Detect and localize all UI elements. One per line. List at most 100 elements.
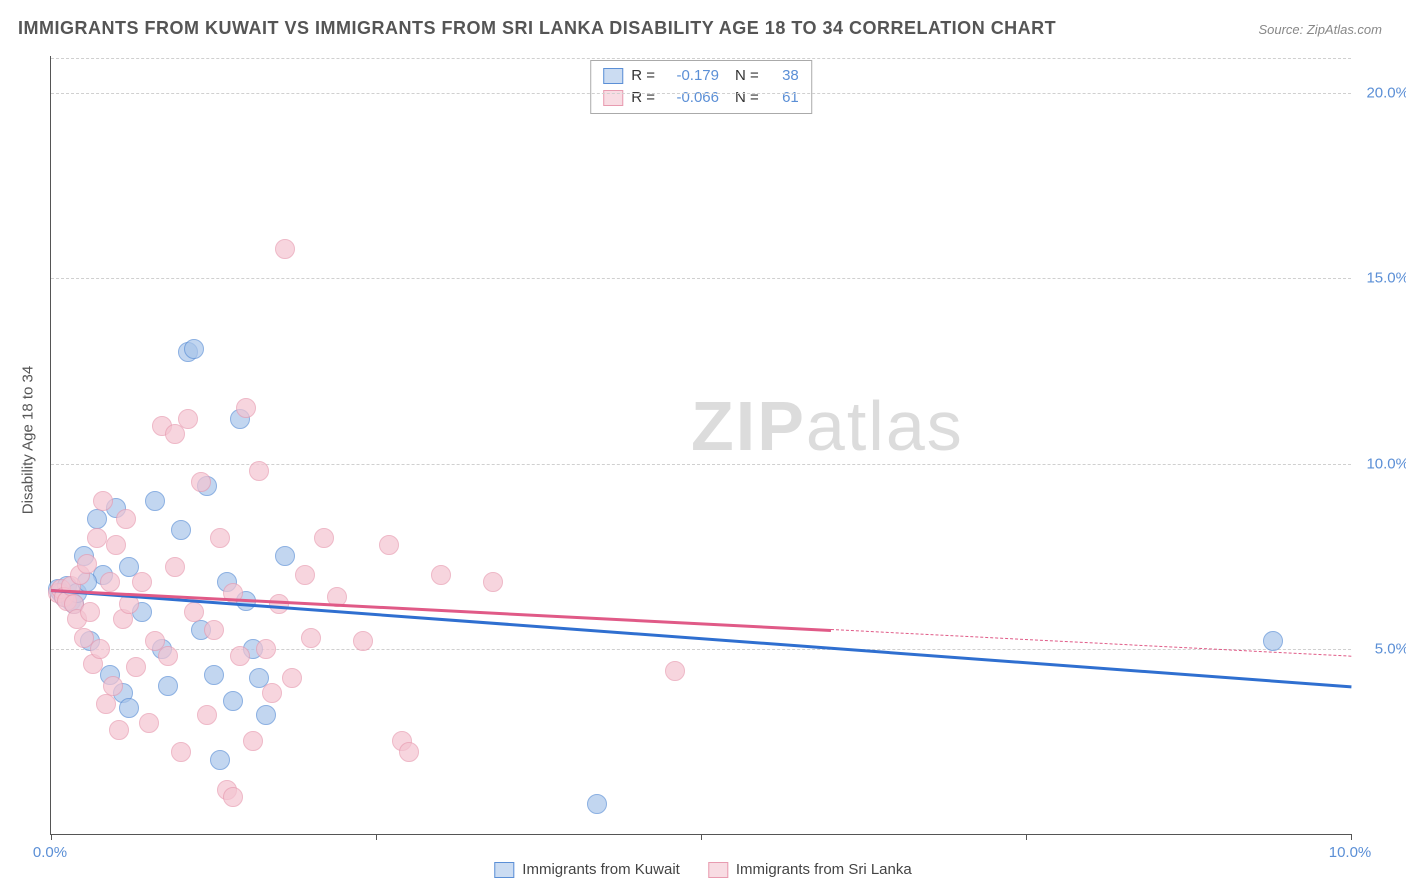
stat-r-value: -0.179 [663,65,719,87]
x-tick-label: 0.0% [33,844,67,861]
stats-row-kuwait: R = -0.179 N = 38 [603,65,799,87]
stat-n-label: N = [735,65,759,87]
data-point-kuwait [145,491,165,511]
data-point-kuwait [1263,631,1283,651]
x-tick [376,834,377,840]
data-point-srilanka [106,535,126,555]
data-point-srilanka [165,424,185,444]
x-tick [1026,834,1027,840]
data-point-srilanka [249,461,269,481]
swatch-kuwait [603,68,623,84]
stat-n-value: 61 [767,87,799,109]
y-tick-label: 15.0% [1366,270,1406,287]
data-point-srilanka [282,668,302,688]
stat-r-label: R = [631,87,655,109]
legend-item-srilanka: Immigrants from Sri Lanka [708,861,912,878]
data-point-srilanka [158,646,178,666]
y-axis-label: Disability Age 18 to 34 [20,366,37,514]
data-point-srilanka [184,602,204,622]
data-point-srilanka [269,594,289,614]
data-point-kuwait [158,676,178,696]
stat-n-label: N = [735,87,759,109]
data-point-kuwait [119,698,139,718]
data-point-srilanka [236,398,256,418]
data-point-srilanka [295,565,315,585]
trend-line [51,589,1351,688]
legend-label: Immigrants from Kuwait [522,861,680,878]
data-point-srilanka [116,509,136,529]
y-tick-label: 20.0% [1366,85,1406,102]
data-point-srilanka [483,572,503,592]
data-point-kuwait [210,750,230,770]
stat-r-label: R = [631,65,655,87]
data-point-srilanka [223,787,243,807]
x-tick-label: 10.0% [1329,844,1372,861]
gridline [51,278,1351,279]
stats-row-srilanka: R = -0.066 N = 61 [603,87,799,109]
source-prefix: Source: [1258,22,1306,37]
data-point-srilanka [314,528,334,548]
x-tick [51,834,52,840]
trend-line [51,589,831,632]
watermark-bold: ZIP [691,387,806,465]
data-point-srilanka [191,472,211,492]
gridline [51,93,1351,94]
data-point-kuwait [171,520,191,540]
source-attribution: Source: ZipAtlas.com [1258,22,1382,37]
data-point-srilanka [665,661,685,681]
swatch-srilanka [708,862,728,878]
data-point-srilanka [77,554,97,574]
data-point-srilanka [256,639,276,659]
data-point-kuwait [87,509,107,529]
gridline [51,58,1351,59]
data-point-srilanka [275,239,295,259]
y-tick-label: 5.0% [1375,640,1406,657]
chart-title: IMMIGRANTS FROM KUWAIT VS IMMIGRANTS FRO… [18,18,1056,39]
gridline [51,464,1351,465]
data-point-srilanka [431,565,451,585]
data-point-kuwait [275,546,295,566]
data-point-kuwait [256,705,276,725]
data-point-kuwait [184,339,204,359]
data-point-srilanka [230,646,250,666]
source-name: ZipAtlas.com [1307,22,1382,37]
data-point-srilanka [399,742,419,762]
data-point-srilanka [243,731,263,751]
plot-area: ZIPatlas R =-0.179N =38R =-0.066N =61 5.… [50,56,1351,835]
data-point-kuwait [204,665,224,685]
data-point-srilanka [139,713,159,733]
data-point-srilanka [132,572,152,592]
data-point-srilanka [171,742,191,762]
data-point-srilanka [80,602,100,622]
data-point-srilanka [165,557,185,577]
data-point-srilanka [90,639,110,659]
data-point-srilanka [93,491,113,511]
stat-r-value: -0.066 [663,87,719,109]
data-point-srilanka [87,528,107,548]
x-tick [1351,834,1352,840]
data-point-srilanka [103,676,123,696]
data-point-srilanka [96,694,116,714]
data-point-srilanka [197,705,217,725]
data-point-srilanka [100,572,120,592]
data-point-srilanka [379,535,399,555]
legend-item-kuwait: Immigrants from Kuwait [494,861,680,878]
data-point-srilanka [262,683,282,703]
stat-n-value: 38 [767,65,799,87]
data-point-srilanka [204,620,224,640]
data-point-srilanka [109,720,129,740]
x-tick [701,834,702,840]
data-point-kuwait [223,691,243,711]
data-point-srilanka [353,631,373,651]
data-point-srilanka [210,528,230,548]
legend-label: Immigrants from Sri Lanka [736,861,912,878]
y-tick-label: 10.0% [1366,455,1406,472]
stats-box: R = -0.179 N = 38 R = -0.066 N = 61 [590,60,812,114]
data-point-srilanka [126,657,146,677]
data-point-srilanka [301,628,321,648]
bottom-legend: Immigrants from Kuwait Immigrants from Sr… [494,861,911,878]
data-point-kuwait [587,794,607,814]
watermark-thin: atlas [806,387,964,465]
swatch-kuwait [494,862,514,878]
watermark: ZIPatlas [691,386,964,466]
